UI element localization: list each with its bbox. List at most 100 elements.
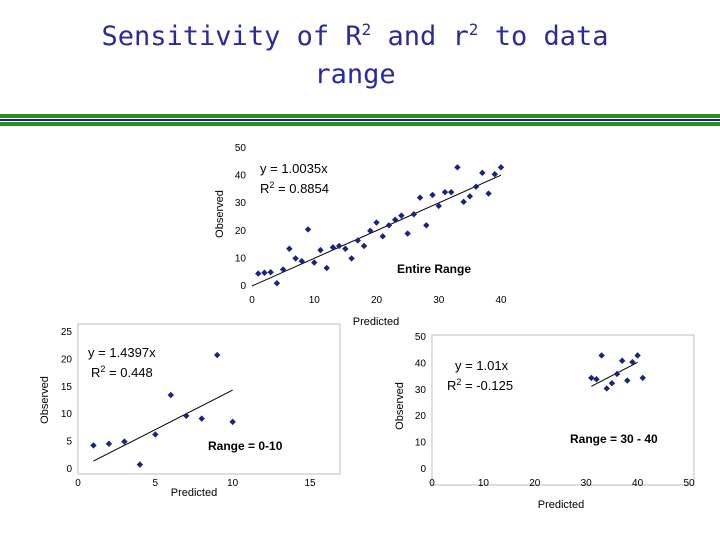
x-tick-30: 30 — [433, 295, 445, 306]
title-superscript-2: 2 — [468, 20, 479, 39]
y-tick-15: 15 — [61, 382, 73, 393]
data-point-24 — [404, 230, 411, 237]
data-point-2 — [598, 352, 605, 359]
plot-area-border — [77, 323, 341, 475]
y-tick-20: 20 — [61, 354, 73, 365]
data-point-37 — [485, 190, 492, 197]
data-point-9 — [311, 259, 318, 266]
data-point-11 — [323, 264, 330, 272]
divider-green-top — [0, 114, 720, 118]
x-tick-10: 10 — [227, 478, 239, 489]
data-point-29 — [435, 202, 442, 210]
data-point-30 — [441, 188, 449, 196]
data-point-7 — [198, 415, 205, 422]
divider-green-bottom — [0, 122, 720, 126]
data-points — [588, 352, 646, 392]
data-point-9 — [634, 352, 641, 359]
y-axis-label: Observed — [39, 376, 51, 424]
y-axis-label: Observed — [214, 190, 226, 238]
data-point-31 — [448, 188, 455, 196]
data-point-2 — [267, 269, 274, 276]
data-point-14 — [342, 245, 349, 252]
data-point-3 — [273, 280, 281, 287]
data-point-0 — [90, 442, 97, 449]
title-text-r: Sensitivity of R — [101, 21, 362, 52]
data-point-6 — [618, 357, 626, 364]
y-tick-10: 10 — [235, 253, 247, 264]
x-tick-labels: 0 10 20 30 40 50 — [429, 478, 695, 489]
r-squared: R2 = 0.448 — [91, 364, 153, 380]
data-point-7 — [624, 377, 631, 384]
data-point-28 — [429, 191, 436, 199]
x-tick-0: 0 — [429, 478, 435, 489]
data-point-1 — [261, 269, 268, 276]
y-tick-25: 25 — [61, 327, 73, 338]
data-point-6 — [292, 255, 299, 262]
data-point-5 — [167, 391, 174, 399]
data-point-10 — [639, 374, 646, 382]
data-point-21 — [385, 222, 393, 229]
data-point-0 — [255, 270, 262, 277]
data-point-22 — [391, 216, 399, 223]
data-point-33 — [460, 198, 467, 206]
x-tick-40: 40 — [632, 478, 644, 489]
y-tick-0: 0 — [240, 281, 246, 292]
range-label: Range = 30 - 40 — [570, 432, 658, 446]
data-point-2 — [121, 438, 128, 445]
data-point-17 — [360, 242, 368, 250]
title-text-and: and r — [371, 21, 469, 52]
data-point-1 — [593, 376, 600, 383]
x-tick-0: 0 — [249, 295, 255, 306]
y-tick-40: 40 — [235, 171, 247, 182]
y-tick-50: 50 — [415, 332, 427, 343]
data-point-9 — [229, 418, 236, 426]
fit-equation: y = 1.0035x — [260, 161, 328, 176]
fit-equation: y = 1.01x — [455, 358, 509, 373]
plot-area-border — [431, 334, 695, 486]
data-point-20 — [379, 233, 386, 240]
data-point-15 — [348, 255, 355, 262]
x-tick-20: 20 — [529, 478, 541, 489]
y-tick-20: 20 — [415, 411, 427, 422]
data-point-23 — [398, 212, 405, 219]
divider-navy — [0, 119, 720, 121]
trendline — [93, 389, 233, 462]
title-line-2: range — [314, 59, 396, 90]
y-tick-40: 40 — [415, 358, 427, 369]
data-point-32 — [454, 164, 461, 171]
data-point-3 — [603, 385, 610, 392]
y-tick-0: 0 — [420, 464, 426, 475]
trendline — [251, 174, 502, 287]
data-point-35 — [472, 183, 480, 190]
data-point-36 — [479, 169, 486, 177]
x-tick-5: 5 — [153, 478, 159, 489]
y-tick-10: 10 — [415, 438, 427, 449]
y-tick-0: 0 — [66, 464, 72, 475]
x-tick-30: 30 — [581, 478, 593, 489]
y-tick-10: 10 — [61, 409, 73, 420]
range-label: Range = 0-10 — [208, 439, 283, 453]
x-tick-50: 50 — [683, 478, 695, 489]
data-point-8 — [214, 351, 221, 359]
x-tick-0: 0 — [75, 478, 81, 489]
r-squared: R2 = 0.8854 — [260, 180, 329, 196]
y-tick-30: 30 — [235, 198, 247, 209]
x-tick-10: 10 — [478, 478, 490, 489]
fit-equation: y = 1.4397x — [88, 345, 156, 360]
data-point-18 — [367, 227, 374, 234]
data-point-26 — [416, 194, 424, 201]
y-tick-50: 50 — [235, 143, 247, 154]
x-tick-labels: 0 5 10 15 — [75, 478, 316, 489]
y-tick-labels: 0 10 20 30 40 50 — [235, 143, 247, 292]
data-point-1 — [105, 440, 113, 447]
chart-range-30-40: 0 10 20 30 40 50 0 10 20 30 40 50 y = 1.01x R2 = -… — [394, 332, 695, 511]
chart-range-0-10: 0 5 10 15 20 25 0 5 10 15 y = 1.4397x R2 = 0.448… — [39, 323, 341, 499]
data-point-25 — [410, 211, 418, 218]
x-tick-15: 15 — [304, 478, 316, 489]
data-points — [255, 164, 505, 287]
data-point-0 — [588, 374, 595, 382]
slide-title: Sensitivity of R2 and r2 to data range — [60, 18, 650, 94]
range-label: Entire Range — [397, 262, 471, 276]
x-tick-40: 40 — [495, 295, 507, 306]
data-point-34 — [466, 193, 474, 200]
